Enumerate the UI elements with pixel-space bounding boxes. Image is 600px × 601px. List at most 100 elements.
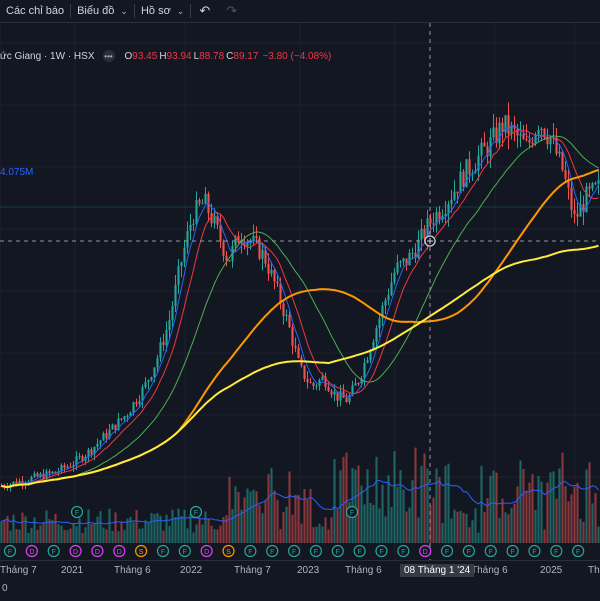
event-marker-label: F (510, 549, 514, 556)
candle-body (81, 456, 84, 461)
cursor-date-label: 08 Tháng 1 '24 (400, 564, 475, 577)
volume-bar (36, 530, 39, 543)
candle-body (486, 146, 489, 157)
volume-bar (567, 501, 570, 543)
candle-body (501, 122, 504, 133)
candle-body (198, 200, 201, 204)
volume-bar (75, 526, 78, 543)
candle-body (408, 252, 411, 266)
candle-body (315, 385, 318, 387)
volume-bar (126, 518, 129, 543)
undo-button[interactable]: ↶ (191, 0, 218, 22)
candle-body (354, 383, 357, 386)
redo-button[interactable]: ↷ (218, 0, 245, 22)
volume-bar (108, 508, 111, 543)
candle-body (366, 360, 369, 363)
candle-body (126, 415, 129, 417)
candle-body (15, 481, 18, 485)
event-marker-icon (309, 544, 323, 558)
candle-body (165, 330, 168, 346)
volume-bar (102, 527, 105, 543)
candle-body (525, 139, 528, 141)
volume-bar (489, 475, 492, 543)
volume-bar (315, 526, 318, 543)
volume-bar (552, 471, 555, 543)
candle-body (348, 395, 351, 403)
event-marker-label: D (73, 549, 78, 556)
event-marker-icon (484, 544, 497, 558)
candle-body (105, 433, 108, 438)
volume-bar (438, 476, 441, 543)
indicators-button[interactable]: Các chỉ báo (0, 0, 70, 22)
candle-body (66, 466, 69, 468)
volume-bar (291, 514, 294, 543)
volume-bar (453, 509, 456, 543)
candle-body (522, 134, 525, 140)
volume-bar (42, 522, 45, 543)
more-options-icon[interactable]: ••• (102, 50, 115, 62)
candle-body (495, 127, 498, 144)
time-axis-tick-label: 2021 (61, 565, 84, 576)
volume-bar (216, 529, 219, 543)
candle-body (321, 376, 324, 381)
event-marker-icon (222, 544, 235, 558)
event-marker-label: F (292, 549, 296, 556)
candle-body (309, 382, 312, 384)
chevron-down-icon: ⌄ (176, 5, 185, 16)
volume-bar (273, 490, 276, 543)
volume-bar (501, 498, 504, 543)
time-axis[interactable]: Tháng 7 2021 Tháng 6 2022 Tháng 7 2023 Tháng 6… (0, 560, 600, 601)
volume-bar (591, 503, 594, 543)
candle-body (450, 199, 453, 205)
candle-body (456, 191, 459, 194)
candle-body (372, 342, 375, 351)
event-marker-icon (353, 544, 366, 558)
candle-body (210, 213, 213, 224)
candle-body (504, 115, 507, 133)
candle-body (294, 345, 297, 348)
symbol-title[interactable]: ức Giang · 1W · HSX (0, 50, 95, 62)
volume-bar (588, 462, 591, 543)
volume-bar (306, 499, 309, 543)
candle-body (462, 171, 465, 188)
volume-bar (336, 509, 339, 543)
event-marker-icon (189, 505, 203, 519)
volume-bar (231, 509, 234, 543)
event-marker-icon (331, 544, 344, 558)
volume-bar (6, 516, 9, 543)
event-marker-label: F (314, 549, 318, 556)
volume-bar (156, 513, 159, 543)
volume-bar (435, 468, 438, 543)
candle-body (267, 263, 270, 274)
volume-bar (60, 525, 63, 543)
volume-bar (471, 520, 474, 543)
volume-bar (363, 504, 366, 543)
candle-body (282, 303, 285, 317)
profile-label: Hồ sơ (140, 5, 171, 17)
price-chart[interactable]: F D F D D D S F F D S F F F F F F F F D F F F F F F F F F F (0, 23, 600, 560)
chart-type-button[interactable]: Biểu đồ ⌄ (71, 0, 134, 22)
volume-bar (12, 514, 15, 543)
volume-bar (189, 514, 192, 543)
candle-body (183, 247, 186, 263)
candle-body (297, 347, 300, 358)
volume-bar (378, 508, 381, 543)
indicators-label: Các chỉ báo (6, 5, 65, 17)
candle-body (402, 258, 405, 262)
candle-body (465, 159, 468, 188)
volume-bar (237, 492, 240, 543)
profile-button[interactable]: Hồ sơ ⌄ (135, 0, 190, 22)
event-marker-label: F (467, 549, 471, 556)
candle-body (78, 456, 81, 458)
candle-body (480, 142, 483, 156)
volume-bar (267, 474, 270, 543)
candle-body (357, 383, 360, 385)
candle-body (387, 295, 390, 301)
candle-body (36, 473, 39, 477)
time-axis-tick-label: 2022 (180, 565, 203, 576)
volume-bar (15, 528, 18, 543)
volume-bar (444, 466, 447, 543)
volume-bar (192, 532, 195, 543)
event-marker-label: S (226, 549, 231, 556)
volume-bar (417, 517, 420, 543)
